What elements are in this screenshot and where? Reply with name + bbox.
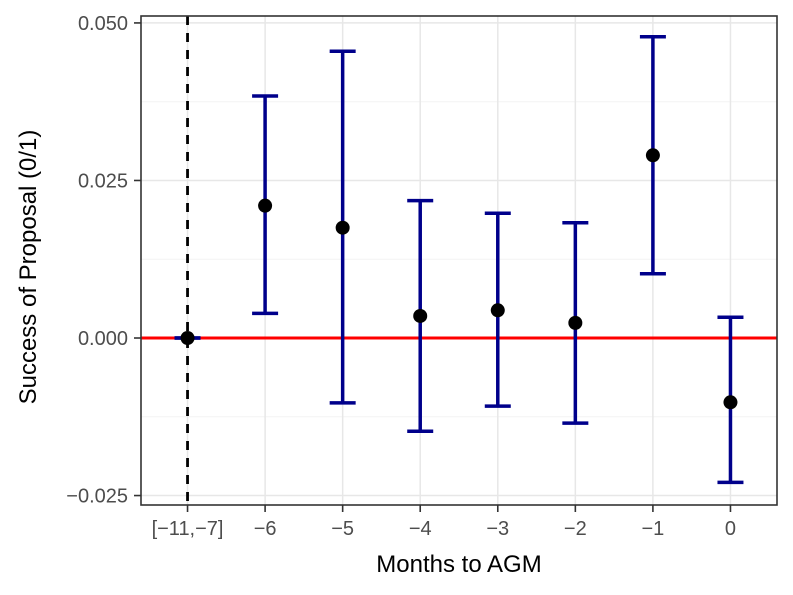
y-tick-label: 0.025 [78, 170, 128, 192]
data-point [490, 303, 505, 318]
x-axis-title: Months to AGM [376, 551, 541, 578]
x-tick-label: −1 [641, 518, 664, 540]
x-tick-label: 0 [725, 518, 736, 540]
panel-border [140, 15, 778, 506]
data-point [258, 198, 273, 213]
y-tick-label: −0.025 [66, 486, 128, 508]
x-tick-label: −6 [254, 518, 277, 540]
data-point [335, 220, 350, 235]
x-tick-label: −5 [331, 518, 354, 540]
x-tick-label: −3 [486, 518, 509, 540]
data-point [645, 148, 660, 163]
x-tick-label: −4 [409, 518, 432, 540]
y-axis-title: Success of Proposal (0/1) [15, 130, 42, 405]
data-point [413, 308, 428, 323]
y-tick-label: 0.000 [78, 328, 128, 350]
data-point [568, 315, 583, 330]
panel-background [141, 16, 777, 505]
x-tick-label: −2 [564, 518, 587, 540]
y-tick-label: 0.050 [78, 13, 128, 35]
data-point [723, 395, 738, 410]
x-tick-label: [−11,−7] [152, 518, 224, 540]
chart-layers: −0.025 0.000 0.025 0.050 [−11,−7] −6 −5 −4 −3 −2 −… [66, 13, 778, 540]
data-point [180, 331, 195, 346]
